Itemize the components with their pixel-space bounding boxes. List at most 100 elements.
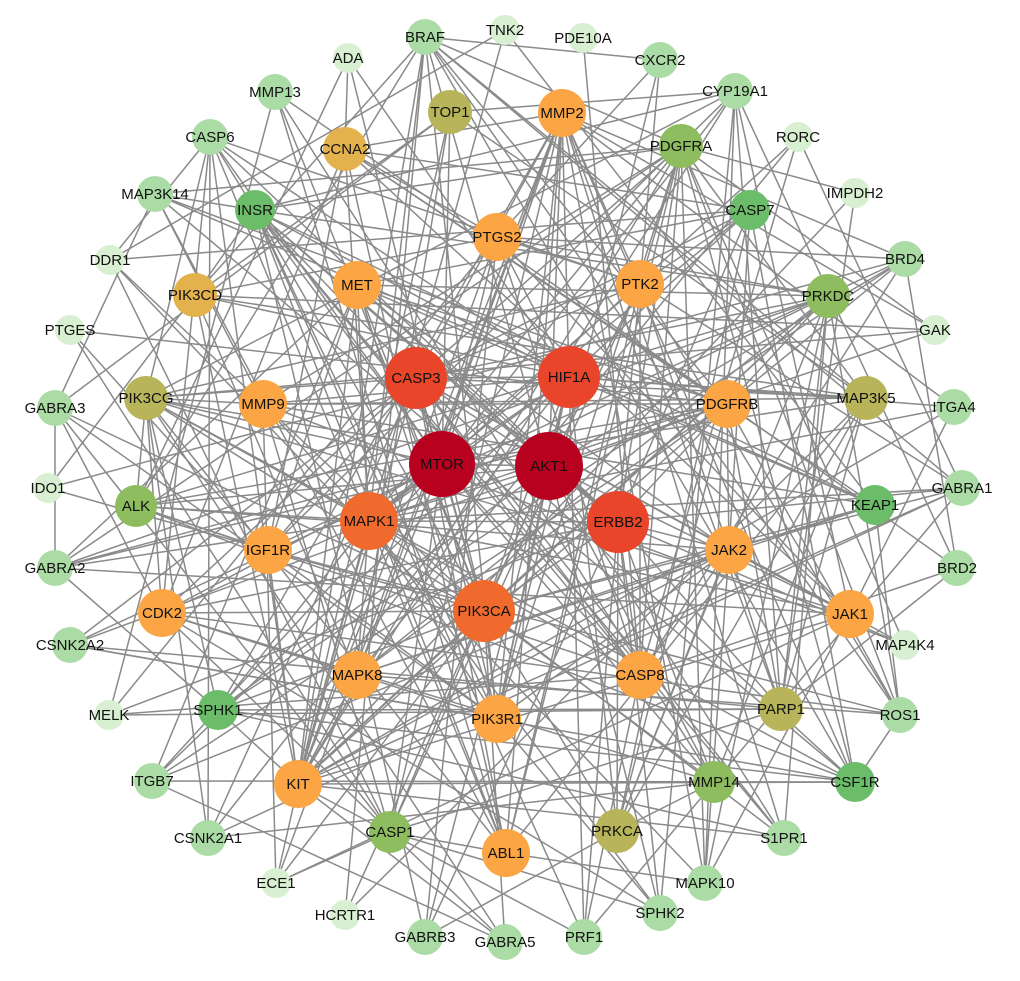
node-label: PIK3CG [118, 390, 173, 407]
node-label: ADA [333, 50, 364, 67]
node [340, 492, 398, 550]
edge [356, 284, 498, 720]
edge [639, 567, 958, 676]
edge [145, 397, 506, 943]
node [261, 868, 291, 898]
node-label: CSF1R [830, 774, 879, 791]
edge [254, 90, 736, 211]
edge [108, 236, 498, 716]
edge [145, 397, 219, 711]
node [515, 432, 583, 500]
node-label: PDGFRB [696, 396, 759, 413]
node-label: CDK2 [142, 605, 182, 622]
edge [267, 148, 346, 551]
node-label: KIT [286, 776, 309, 793]
edge [109, 209, 751, 261]
edge [424, 236, 498, 938]
node [138, 589, 186, 637]
edge [217, 112, 563, 711]
node [783, 122, 813, 152]
node [333, 261, 381, 309]
edge [297, 29, 506, 785]
node [33, 473, 63, 503]
edge [496, 718, 661, 914]
edge [734, 90, 958, 569]
edge [389, 831, 506, 943]
edge [54, 567, 219, 711]
node [37, 550, 73, 586]
node [595, 809, 639, 853]
node-label: MET [341, 277, 373, 294]
edge [194, 294, 867, 399]
edge [505, 852, 706, 884]
node-label: PTGS2 [472, 229, 521, 246]
node-label: HCRTR1 [315, 907, 376, 924]
node [806, 274, 850, 318]
node [490, 15, 520, 45]
node [37, 390, 73, 426]
edge [561, 112, 856, 783]
node [587, 491, 649, 553]
edge [424, 36, 856, 783]
edge [680, 145, 856, 194]
node-label: MAP3K14 [121, 186, 189, 203]
edge [54, 403, 728, 569]
node [840, 178, 870, 208]
node-label: GAK [919, 322, 951, 339]
node-label: ITGA4 [932, 399, 975, 416]
edge [849, 406, 955, 615]
node [323, 127, 367, 171]
node-label: INSR [237, 202, 273, 219]
node [890, 630, 920, 660]
edge [548, 465, 851, 615]
edge [368, 520, 507, 854]
node [844, 376, 888, 420]
edge [297, 406, 955, 785]
node-label: CASP8 [615, 667, 664, 684]
node [333, 43, 363, 73]
node [52, 627, 88, 663]
edge [356, 209, 751, 286]
node [428, 90, 472, 134]
edge [617, 521, 715, 783]
edge [874, 504, 901, 716]
node-label: CASP7 [725, 202, 774, 219]
edge [749, 209, 856, 783]
edge [135, 57, 349, 507]
node [487, 924, 523, 960]
edge [726, 403, 782, 710]
node [244, 526, 292, 574]
node-label: HIF1A [548, 369, 591, 386]
edge [639, 258, 906, 676]
edge [217, 709, 785, 839]
edge [344, 148, 876, 506]
node [616, 651, 664, 699]
edge [54, 193, 156, 409]
edge [680, 145, 867, 399]
node-label: MMP2 [540, 105, 583, 122]
node [409, 431, 475, 497]
node-label: PTGES [45, 322, 96, 339]
node [94, 700, 124, 730]
node [407, 19, 443, 55]
node-label: MAP4K4 [875, 637, 934, 654]
node [882, 697, 918, 733]
edge [297, 783, 506, 943]
edge [109, 259, 264, 405]
edge [780, 567, 958, 710]
edge [161, 612, 715, 783]
edge [496, 145, 682, 720]
edge [368, 36, 426, 522]
edge [659, 90, 736, 914]
edge [54, 520, 370, 569]
node-label: MAP3K5 [836, 390, 895, 407]
edge [728, 209, 751, 551]
node-label: MAPK10 [675, 875, 734, 892]
edge [209, 136, 641, 285]
node [330, 900, 360, 930]
node [538, 346, 600, 408]
node-label: PIK3CD [168, 287, 222, 304]
node [407, 919, 443, 955]
edge [274, 91, 485, 612]
edge [561, 112, 955, 408]
